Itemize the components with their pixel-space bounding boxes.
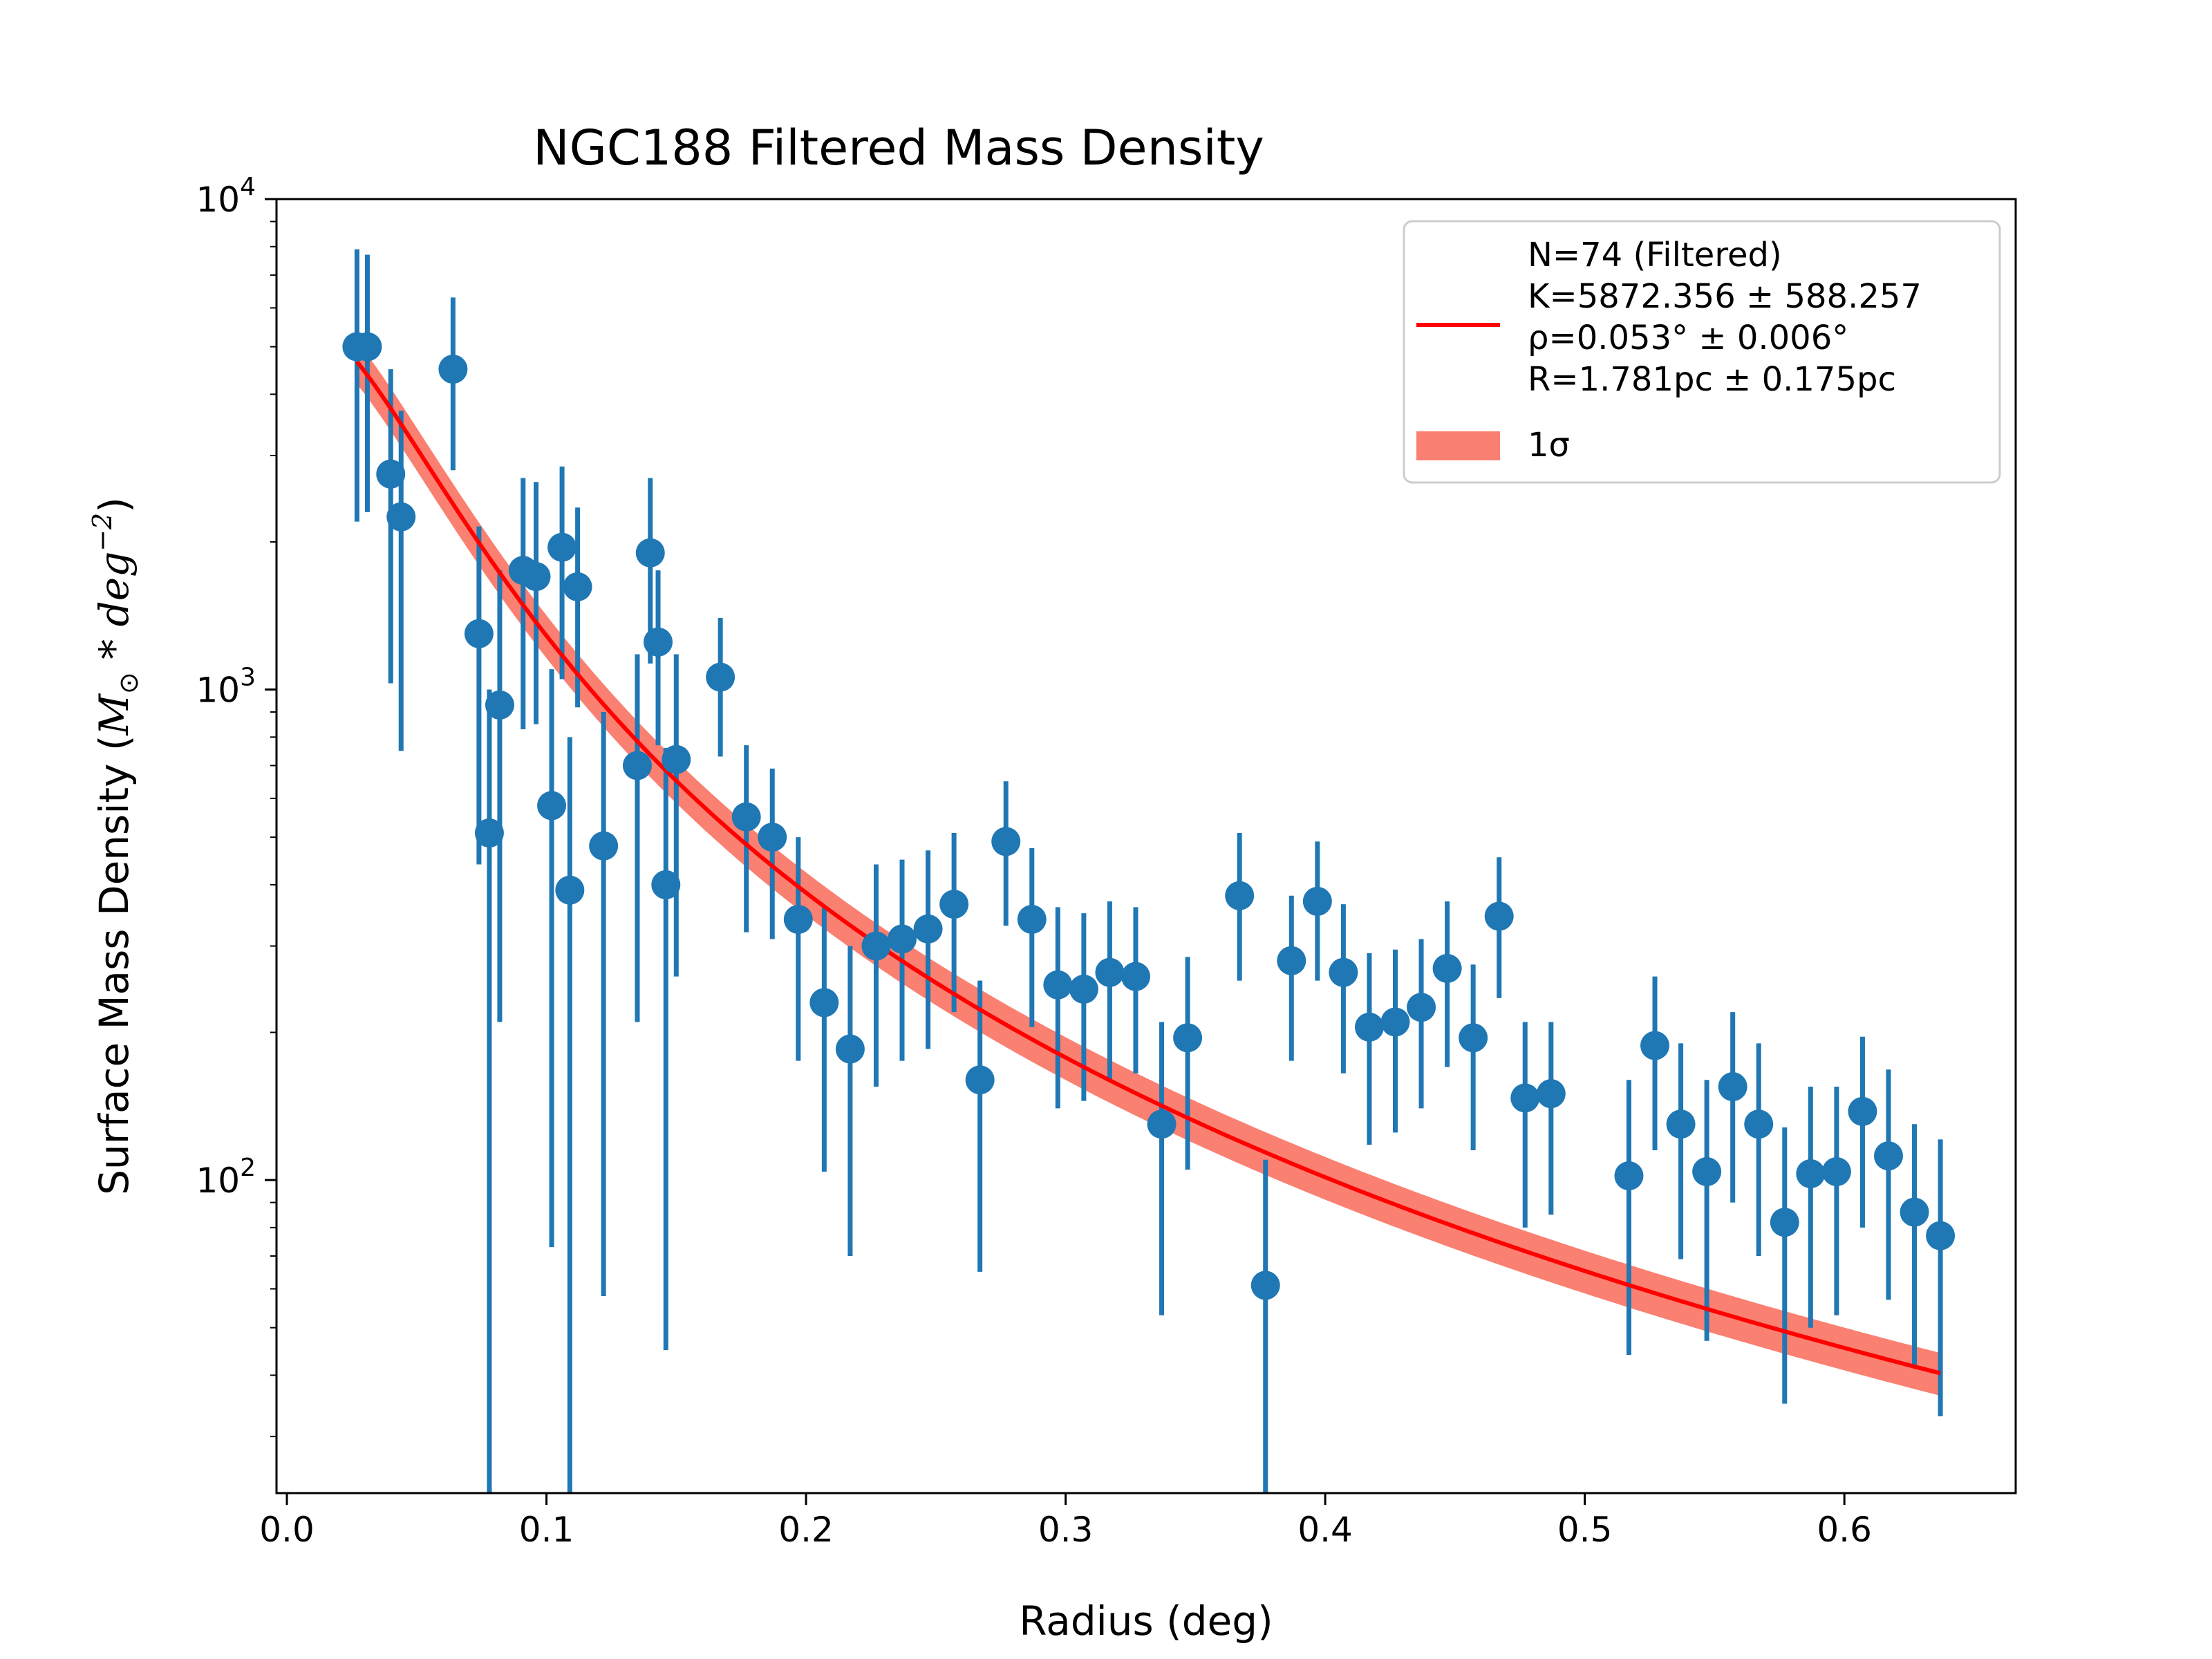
data-point	[1614, 1161, 1644, 1191]
data-point	[888, 924, 917, 954]
data-point	[1225, 881, 1255, 910]
y-axis: 102 103 104	[196, 173, 276, 1438]
data-point	[1692, 1157, 1722, 1187]
data-point	[1926, 1221, 1956, 1250]
data-point	[1147, 1109, 1177, 1139]
x-tick-label: 0.1	[519, 1510, 574, 1550]
data-point	[635, 538, 665, 568]
data-point	[464, 619, 494, 648]
data-point	[521, 562, 551, 592]
legend-band-swatch	[1416, 431, 1500, 460]
x-tick-label: 0.6	[1817, 1510, 1872, 1550]
x-axis: 0.0 0.1 0.2 0.3 0.4 0.5 0.6	[259, 1493, 1872, 1550]
data-point	[1432, 954, 1462, 984]
data-point	[353, 332, 382, 362]
data-point	[386, 502, 416, 532]
data-point	[783, 904, 813, 934]
data-points	[342, 332, 1956, 1300]
data-point	[1407, 993, 1436, 1022]
data-point	[589, 831, 619, 861]
plot-frame	[275, 198, 2017, 1494]
data-point	[1277, 946, 1306, 975]
data-point	[991, 827, 1021, 856]
data-point	[835, 1034, 865, 1064]
data-point	[547, 532, 577, 562]
data-point	[1770, 1208, 1799, 1237]
data-point	[1095, 957, 1125, 987]
data-point	[1873, 1141, 1903, 1171]
data-point	[622, 751, 652, 780]
plot-area	[342, 249, 1956, 1493]
data-point	[555, 875, 585, 905]
data-point	[1459, 1023, 1488, 1053]
data-point	[438, 355, 468, 384]
chart-title: NGC188 Filtered Mass Density	[533, 120, 1264, 176]
x-tick-label: 0.5	[1557, 1510, 1613, 1550]
data-point	[1718, 1072, 1747, 1102]
x-tick-label: 0.3	[1038, 1510, 1094, 1550]
y-tick-label: 103	[196, 664, 256, 711]
data-point	[1173, 1023, 1203, 1053]
data-point	[731, 802, 761, 832]
data-point	[1666, 1109, 1696, 1139]
data-point	[1354, 1012, 1384, 1042]
data-point	[1043, 970, 1073, 1000]
data-point	[1302, 886, 1332, 916]
legend-band-label: 1σ	[1528, 426, 1570, 465]
data-point	[537, 791, 567, 821]
data-point	[1796, 1159, 1826, 1189]
data-point	[1250, 1271, 1280, 1300]
legend-fit-line-3: ρ=0.053° ± 0.006°	[1528, 319, 1848, 357]
data-point	[1484, 901, 1514, 931]
data-point	[706, 662, 735, 692]
data-point	[474, 818, 504, 848]
y-axis-label: Surface Mass Density (M⊙ * deg−2)	[87, 497, 144, 1195]
y-tick-label: 102	[196, 1154, 256, 1201]
data-point	[1017, 904, 1047, 934]
fit-line	[355, 360, 1941, 1376]
data-point	[376, 459, 406, 489]
data-point	[809, 988, 839, 1018]
data-point	[1640, 1031, 1670, 1060]
data-point	[644, 627, 673, 657]
data-point	[913, 914, 943, 944]
data-point	[1744, 1109, 1774, 1139]
x-axis-label: Radius (deg)	[1019, 1597, 1273, 1644]
legend-fit-line-2: K=5872.356 ± 588.257	[1528, 277, 1922, 316]
y-tick-label: 104	[196, 173, 256, 220]
data-point	[651, 870, 681, 899]
x-tick-label: 0.0	[259, 1510, 315, 1550]
legend: N=74 (Filtered) K=5872.356 ± 588.257 ρ=0…	[1403, 220, 2001, 484]
legend-fit-line-4: R=1.781pc ± 0.175pc	[1528, 360, 1896, 399]
data-point	[1510, 1083, 1540, 1113]
data-point	[1329, 957, 1358, 987]
data-point	[939, 890, 969, 919]
data-point	[758, 823, 787, 852]
data-point	[1121, 962, 1150, 991]
error-bars	[354, 249, 1943, 1493]
data-point	[1536, 1079, 1566, 1109]
data-point	[662, 744, 691, 774]
x-tick-label: 0.4	[1297, 1510, 1353, 1550]
data-point	[1900, 1197, 1929, 1227]
data-point	[1821, 1157, 1851, 1187]
data-point	[1069, 974, 1098, 1004]
legend-fit-line-1: N=74 (Filtered)	[1528, 236, 1782, 274]
data-point	[1848, 1096, 1877, 1126]
data-point	[861, 931, 891, 961]
data-point	[1380, 1007, 1410, 1037]
data-point	[485, 690, 514, 720]
legend-box	[1403, 220, 2001, 484]
data-point	[563, 572, 592, 601]
data-point	[965, 1065, 995, 1095]
x-tick-label: 0.2	[778, 1510, 834, 1550]
